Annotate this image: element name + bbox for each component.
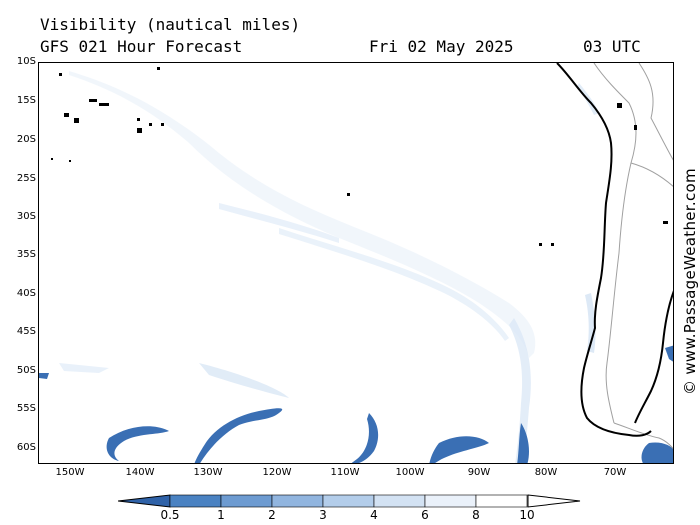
legend-cell [424, 494, 477, 508]
lon-label-140w: 140W [125, 467, 155, 478]
map-title: Visibility (nautical miles) [40, 15, 301, 34]
legend-label-10: 10 [519, 508, 535, 522]
lat-label-60s: 60S [16, 442, 36, 453]
lat-label-15s: 15S [16, 95, 36, 106]
legend-low-arrow [118, 494, 171, 508]
lon-label-120w: 120W [262, 467, 292, 478]
lat-label-40s: 40S [16, 288, 36, 299]
country-borders [593, 63, 673, 450]
lon-label-100w: 100W [395, 467, 425, 478]
lon-label-90w: 90W [467, 467, 491, 478]
forecast-time: 03 UTC [583, 37, 641, 56]
legend-cell [475, 494, 528, 508]
legend-label-2: 2 [268, 508, 276, 522]
lon-label-80w: 80W [534, 467, 558, 478]
legend-cell [220, 494, 273, 508]
lon-label-110w: 110W [330, 467, 360, 478]
legend-cell [271, 494, 324, 508]
legend-label-3: 3 [319, 508, 327, 522]
islands [51, 67, 668, 246]
legend-label-8: 8 [472, 508, 480, 522]
legend-label-1: 1 [217, 508, 225, 522]
map-frame [38, 62, 674, 464]
lat-label-55s: 55S [16, 403, 36, 414]
legend-cell [169, 494, 222, 508]
legend-cell [373, 494, 426, 508]
lat-label-50s: 50S [16, 365, 36, 376]
legend-label-0-5: 0.5 [160, 508, 180, 522]
lon-label-70w: 70W [603, 467, 627, 478]
forecast-label: GFS 021 Hour Forecast [40, 37, 243, 56]
lat-label-35s: 35S [16, 249, 36, 260]
legend-label-6: 6 [421, 508, 429, 522]
legend-high-arrow [527, 494, 581, 508]
site-credit: © www.PassageWeather.com [681, 168, 699, 395]
legend-colorbar [118, 494, 581, 508]
forecast-date: Fri 02 May 2025 [369, 37, 514, 56]
coastline [556, 63, 673, 437]
lat-label-45s: 45S [16, 326, 36, 337]
lat-label-20s: 20S [16, 134, 36, 145]
lat-label-30s: 30S [16, 211, 36, 222]
visibility-map [39, 63, 673, 463]
lon-label-150w: 150W [55, 467, 85, 478]
legend-cell [322, 494, 375, 508]
lon-label-130w: 130W [193, 467, 223, 478]
low-visibility-areas [39, 345, 673, 463]
lat-label-25s: 25S [16, 173, 36, 184]
legend-label-4: 4 [370, 508, 378, 522]
lat-label-10s: 10S [16, 56, 36, 67]
